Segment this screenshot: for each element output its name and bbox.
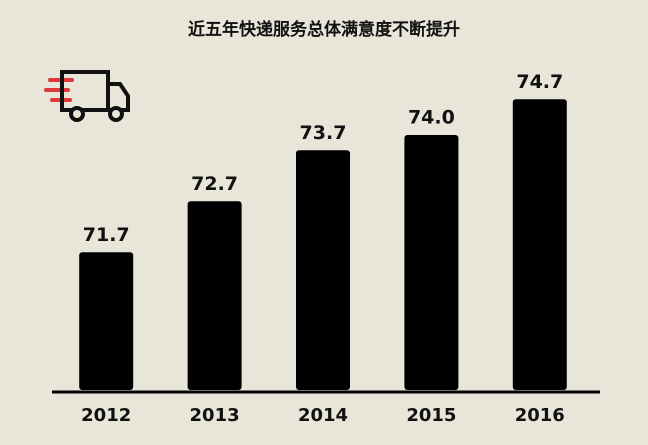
- x-tick-label: 2014: [298, 405, 348, 426]
- x-tick-label: 2012: [81, 405, 131, 426]
- bar: [79, 252, 134, 390]
- value-label: 74.0: [408, 107, 455, 129]
- value-label: 73.7: [300, 122, 347, 144]
- truck-icon: [44, 70, 130, 122]
- bar: [512, 99, 567, 391]
- value-label: 74.7: [516, 71, 563, 93]
- value-label: 72.7: [191, 173, 238, 195]
- x-tick-label: 2015: [406, 405, 456, 426]
- chart-title: 近五年快递服务总体满意度不断提升: [188, 19, 460, 40]
- value-label: 71.7: [83, 224, 130, 246]
- bar: [296, 150, 350, 390]
- x-tick-label: 2013: [190, 405, 240, 426]
- bar: [404, 135, 459, 390]
- bar: [187, 201, 242, 390]
- x-tick-label: 2016: [515, 405, 565, 426]
